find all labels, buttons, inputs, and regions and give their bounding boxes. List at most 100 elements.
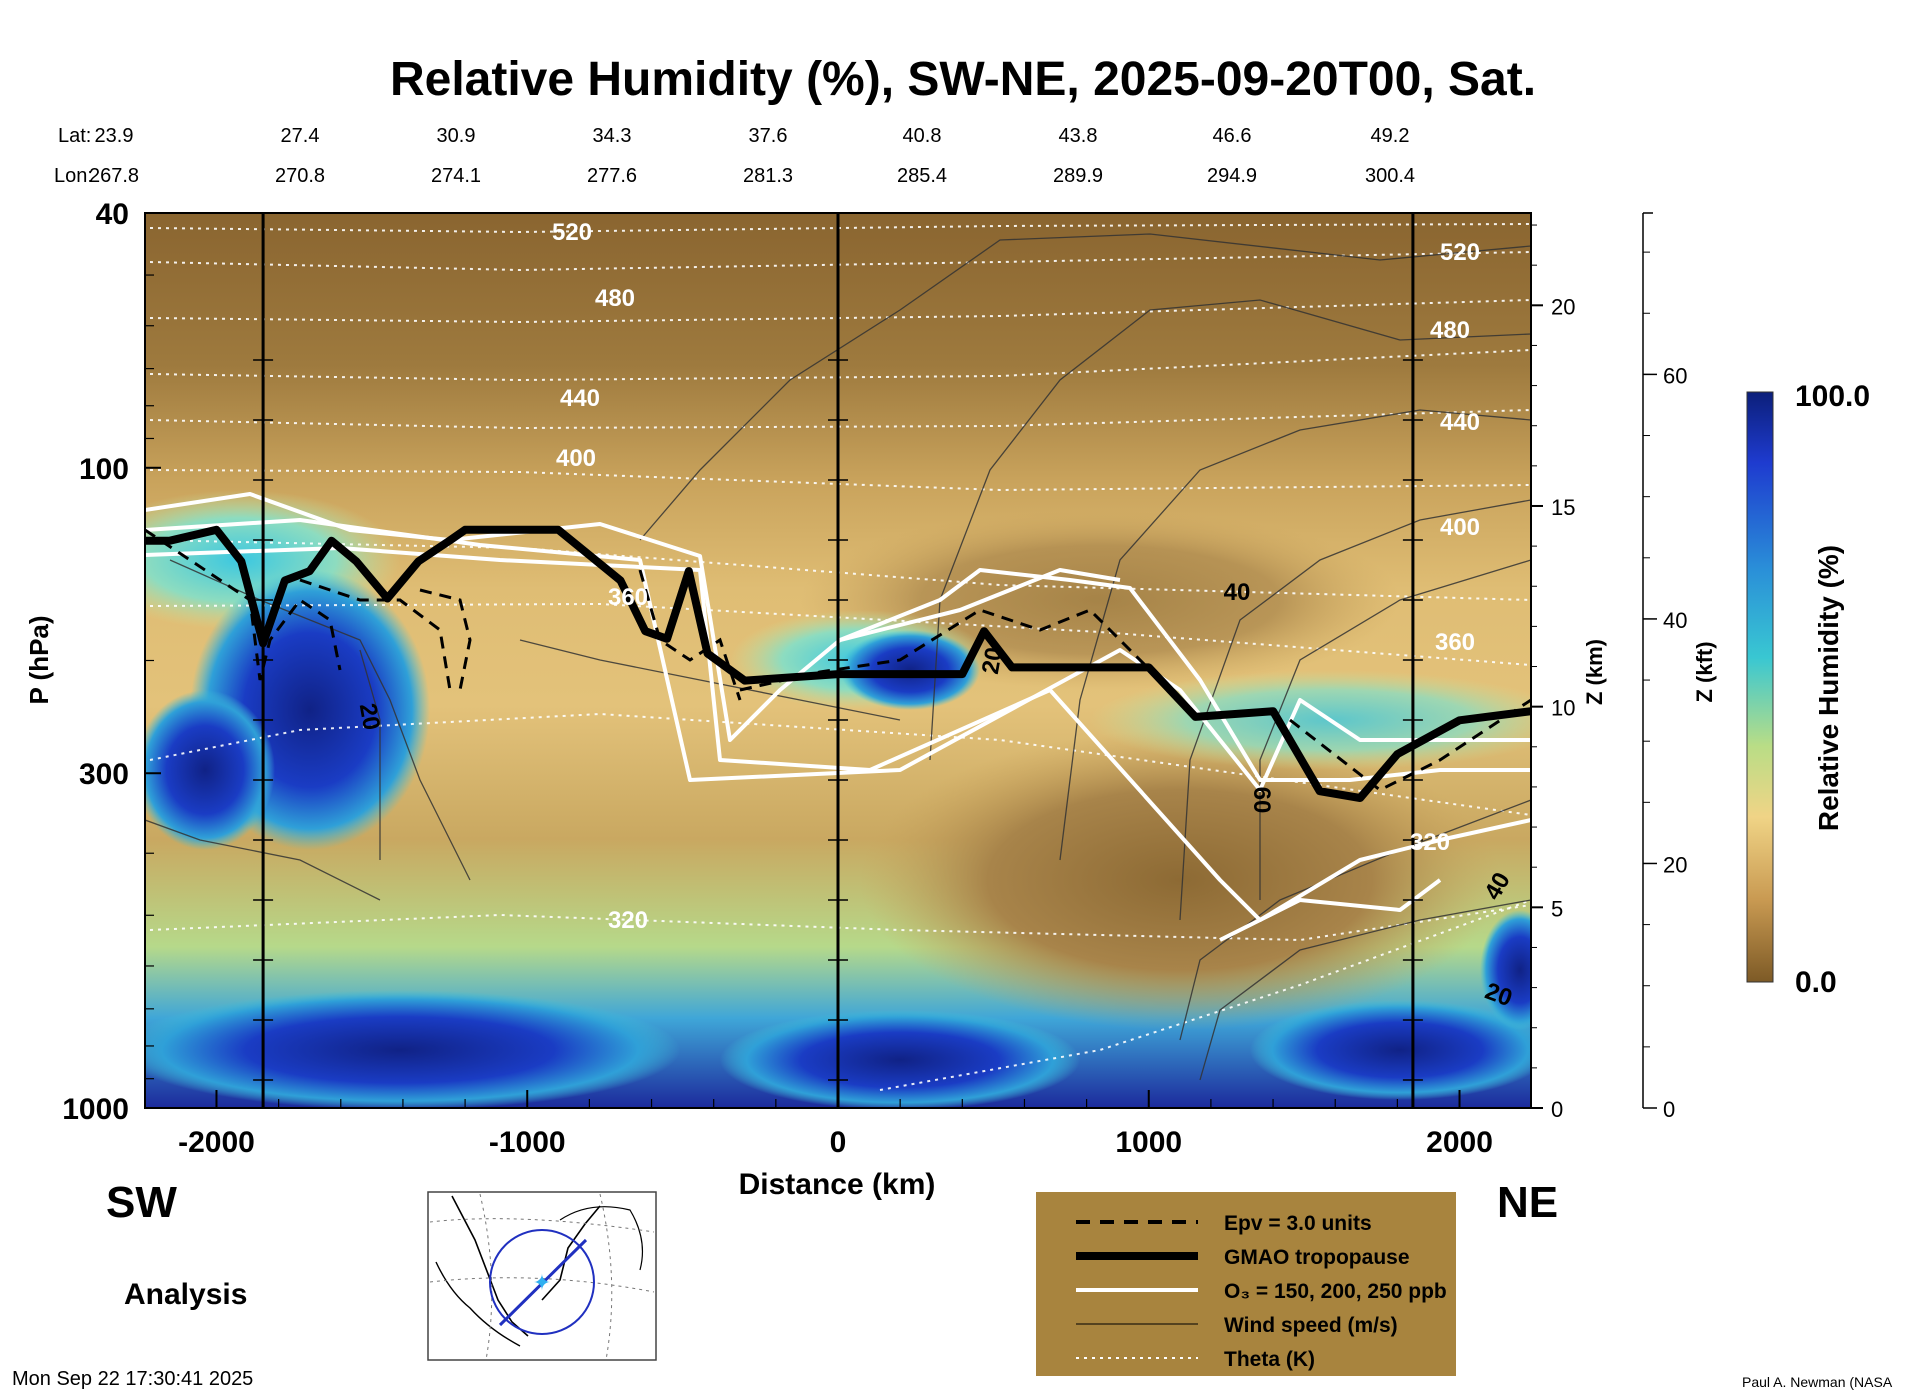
y-tick-label: 40 — [96, 198, 129, 231]
x-tick-label: 1000 — [1115, 1126, 1182, 1159]
wind-label: 60 — [1248, 787, 1275, 814]
z-kft-tick-label: 0 — [1663, 1097, 1675, 1122]
coastline-outline — [451, 1195, 601, 1337]
theta-label: 320 — [608, 907, 648, 934]
wind-contour — [145, 819, 381, 901]
y-tick-label: 100 — [79, 453, 129, 486]
legend-label: GMAO tropopause — [1224, 1246, 1410, 1269]
wind-contour — [1179, 799, 1531, 1041]
x-tick-label: 2000 — [1426, 1126, 1493, 1159]
y-axis-title: P (hPa) — [24, 615, 54, 704]
lon-value: 281.3 — [742, 165, 794, 187]
theta-line — [149, 299, 1531, 324]
wind-contour — [639, 233, 1531, 541]
wind-contour — [1059, 409, 1531, 861]
z-km-axis-title: Z (km) — [1582, 639, 1607, 705]
lon-value: 270.8 — [274, 165, 326, 187]
wind-label: 40 — [1224, 579, 1251, 606]
ozone-contour — [145, 546, 1531, 922]
footer-timestamp: Mon Sep 22 17:30:41 2025 — [12, 1368, 254, 1390]
lon-value: 285.4 — [896, 165, 948, 187]
lat-value: 46.6 — [1212, 125, 1252, 147]
x-tick-label: -2000 — [178, 1126, 255, 1159]
chart-title: Relative Humidity (%), SW-NE, 2025-09-20… — [389, 53, 1537, 106]
z-km-tick-label: 10 — [1551, 696, 1575, 721]
lat-value: 43.8 — [1058, 125, 1098, 147]
ozone-contour — [1219, 878, 1442, 942]
lat-value: 30.9 — [436, 125, 476, 147]
lat-value: 40.8 — [902, 125, 942, 147]
legend-label: Wind speed (m/s) — [1224, 1314, 1398, 1337]
x-tick-label: 0 — [830, 1126, 847, 1159]
lon-value: 274.1 — [430, 165, 482, 187]
wind-contour — [1199, 899, 1531, 1081]
epv-dashed-line — [638, 569, 742, 701]
lat-value: 37.6 — [748, 125, 788, 147]
z-km-tick-label: 15 — [1551, 495, 1575, 520]
y-tick-label: 300 — [79, 758, 129, 791]
legend: Epv = 3.0 units GMAO tropopause O₃ = 150, … — [1036, 1192, 1456, 1376]
cross-section-line — [498, 1238, 588, 1327]
z-kft-axis-title: Z (kft) — [1692, 641, 1717, 702]
theta-line — [149, 712, 1531, 816]
range-circle — [489, 1229, 595, 1335]
z-km-tick-label: 5 — [1551, 896, 1563, 921]
wind-label: 20 — [354, 701, 385, 732]
epv-dashed-line — [1289, 698, 1531, 792]
lon-value: 294.9 — [1206, 165, 1258, 187]
wind-contour — [929, 299, 1531, 761]
map-inset: ✦ — [427, 1191, 657, 1361]
colorbar-min-label: 0.0 — [1795, 966, 1837, 999]
lat-label: Lat: — [58, 125, 92, 147]
center-star-icon: ✦ — [533, 1270, 551, 1295]
theta-line — [149, 469, 1531, 492]
legend-label: Epv = 3.0 units — [1224, 1212, 1372, 1235]
wind-contour — [519, 639, 901, 721]
theta-label: 400 — [1440, 514, 1480, 541]
theta-line — [879, 899, 1531, 1091]
wind-label: 20 — [977, 645, 1008, 676]
lon-label: Lon: — [54, 165, 93, 187]
z-kft-tick-label: 40 — [1663, 608, 1687, 633]
z-kft-tick-label: 20 — [1663, 852, 1687, 877]
lat-value: 23.9 — [94, 125, 134, 147]
theta-label: 480 — [595, 285, 635, 312]
sw-label: SW — [106, 1178, 177, 1227]
y-tick-label: 1000 — [62, 1093, 129, 1126]
x-tick-label: -1000 — [489, 1126, 566, 1159]
humidity-field — [145, 213, 1531, 1108]
analysis-label: Analysis — [124, 1278, 248, 1311]
theta-label: 360 — [608, 584, 648, 611]
legend-label: Theta (K) — [1224, 1348, 1315, 1371]
lat-value: 27.4 — [280, 125, 320, 147]
ozone-contour — [839, 568, 1121, 642]
wind-contour — [1179, 499, 1531, 921]
lon-value: 267.8 — [88, 165, 140, 187]
tropopause-line — [145, 525, 1531, 802]
theta-line — [149, 904, 1531, 942]
legend-label: O₃ = 150, 200, 250 ppb — [1224, 1280, 1447, 1303]
theta-label: 480 — [1430, 317, 1470, 344]
theta-label: 320 — [1410, 829, 1450, 856]
theta-label: 520 — [1440, 239, 1480, 266]
wind-contour — [359, 649, 381, 860]
epv-dashed-line — [419, 588, 472, 691]
theta-line — [149, 409, 1531, 430]
lon-value: 300.4 — [1364, 165, 1416, 187]
z-km-tick-label: 20 — [1551, 294, 1575, 319]
theta-line — [149, 223, 1531, 234]
colorbar — [1746, 391, 1774, 983]
ne-label: NE — [1497, 1178, 1559, 1227]
z-kft-tick-label: 60 — [1663, 363, 1687, 388]
epv-dashed-line — [299, 578, 452, 691]
x-axis-title: Distance (km) — [739, 1168, 936, 1201]
lon-value: 289.9 — [1052, 165, 1104, 187]
theta-line — [149, 251, 1531, 272]
ozone-contour — [145, 518, 1531, 792]
theta-line — [149, 602, 1531, 666]
colorbar-title: Relative Humidity (%) — [1813, 545, 1844, 831]
wind-contour — [169, 559, 471, 881]
lon-value: 277.6 — [586, 165, 638, 187]
wind-contour — [1259, 559, 1531, 900]
